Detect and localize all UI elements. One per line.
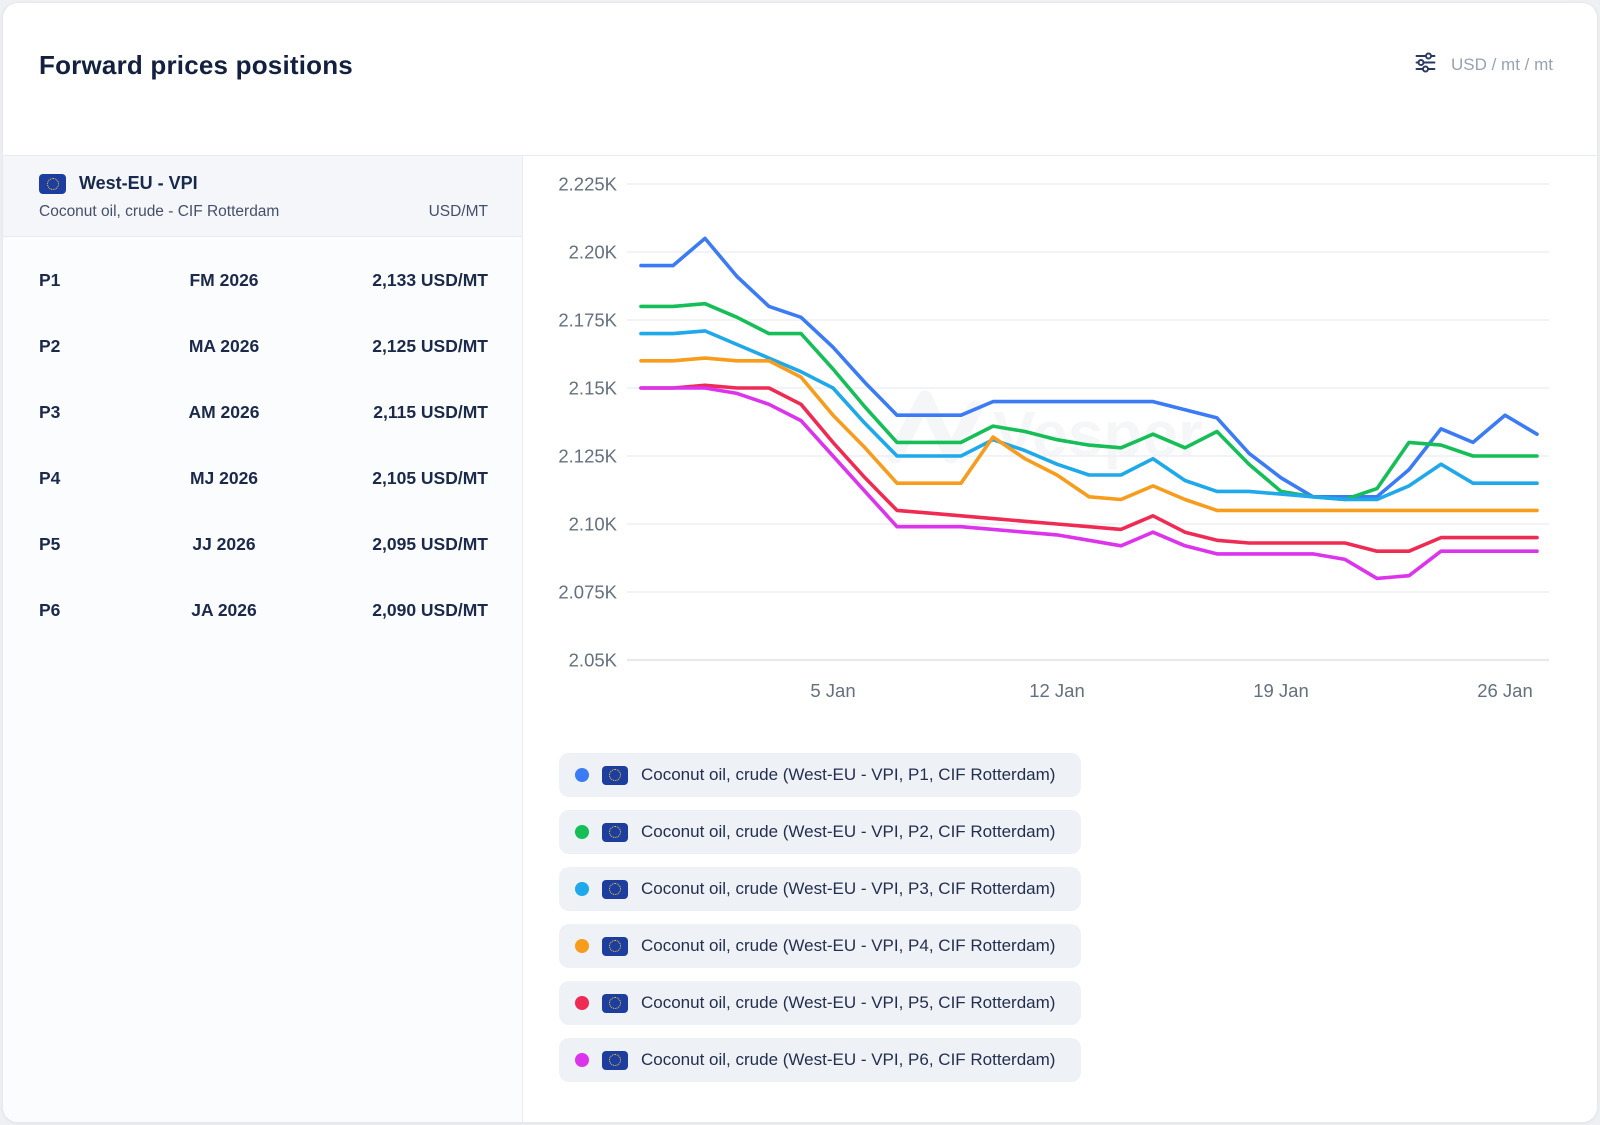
position-row-p5[interactable]: P5JJ 20262,095 USD/MT [3,511,522,577]
card-body: West-EU - VPI Coconut oil, crude - CIF R… [3,156,1597,1122]
position-label: P6 [39,600,119,621]
legend-item-label: Coconut oil, crude (West-EU - VPI, P2, C… [641,822,1055,842]
instrument-region: West-EU - VPI [79,173,198,194]
forward-prices-card: Forward prices positions [2,2,1598,1123]
legend-item-p2[interactable]: Coconut oil, crude (West-EU - VPI, P2, C… [559,810,1081,854]
legend-color-dot [575,939,589,953]
position-price: 2,090 USD/MT [329,600,488,621]
instrument-product: Coconut oil, crude - CIF Rotterdam [39,203,279,221]
eu-flag-icon [39,174,66,194]
position-period: JA 2026 [119,600,329,621]
position-price: 2,115 USD/MT [329,402,488,423]
y-axis-tick-label: 2.10K [569,514,618,535]
position-label: P3 [39,402,119,423]
position-period: AM 2026 [119,402,329,423]
instrument-header: West-EU - VPI Coconut oil, crude - CIF R… [3,156,522,237]
position-period: MJ 2026 [119,468,329,489]
position-price: 2,105 USD/MT [329,468,488,489]
y-axis-tick-label: 2.075K [558,582,617,603]
position-price: 2,095 USD/MT [329,534,488,555]
eu-flag-icon [602,1051,628,1070]
y-axis-tick-label: 2.20K [569,242,618,263]
legend-color-dot [575,882,589,896]
x-axis-tick-label: 19 Jan [1253,680,1309,701]
legend-item-p5[interactable]: Coconut oil, crude (West-EU - VPI, P5, C… [559,981,1081,1025]
page: Forward prices positions [0,0,1600,1125]
unit-selector[interactable]: USD / mt / mt [1414,51,1553,79]
position-label: P2 [39,336,119,357]
position-price: 2,133 USD/MT [329,270,488,291]
legend-item-label: Coconut oil, crude (West-EU - VPI, P6, C… [641,1050,1055,1070]
legend-item-p6[interactable]: Coconut oil, crude (West-EU - VPI, P6, C… [559,1038,1081,1082]
card-header: Forward prices positions [3,3,1597,156]
positions-table: P1FM 20262,133 USD/MTP2MA 20262,125 USD/… [3,237,522,643]
chart-panel: 2.225K 2.20K 2.175K 2.15K 2.125K 2.10K 2.075K 2… [523,156,1597,1122]
legend-color-dot [575,768,589,782]
position-period: MA 2026 [119,336,329,357]
y-axis-tick-label: 2.175K [558,310,617,331]
instrument-unit: USD/MT [429,203,488,221]
forward-prices-chart[interactable]: 2.225K 2.20K 2.175K 2.15K 2.125K 2.10K 2.075K 2… [523,156,1571,714]
legend-color-dot [575,996,589,1010]
x-axis-tick-label: 26 Jan [1477,680,1533,701]
x-axis-tick-label: 12 Jan [1029,680,1085,701]
eu-flag-icon [602,937,628,956]
y-axis-tick-label: 2.125K [558,446,617,467]
legend-color-dot [575,1053,589,1067]
y-axis-tick-label: 2.225K [558,174,617,195]
position-row-p6[interactable]: P6JA 20262,090 USD/MT [3,577,522,643]
legend-item-p1[interactable]: Coconut oil, crude (West-EU - VPI, P1, C… [559,753,1081,797]
legend-item-label: Coconut oil, crude (West-EU - VPI, P3, C… [641,879,1055,899]
position-label: P1 [39,270,119,291]
position-row-p1[interactable]: P1FM 20262,133 USD/MT [3,247,522,313]
sliders-icon[interactable] [1414,51,1437,79]
chart-legend: Coconut oil, crude (West-EU - VPI, P1, C… [559,753,1597,1082]
page-title: Forward prices positions [39,50,353,81]
position-label: P4 [39,468,119,489]
eu-flag-icon [602,994,628,1013]
x-axis-tick-label: 5 Jan [810,680,855,701]
legend-item-label: Coconut oil, crude (West-EU - VPI, P1, C… [641,765,1055,785]
eu-flag-icon [602,766,628,785]
position-period: JJ 2026 [119,534,329,555]
legend-color-dot [575,825,589,839]
position-row-p4[interactable]: P4MJ 20262,105 USD/MT [3,445,522,511]
positions-panel: West-EU - VPI Coconut oil, crude - CIF R… [3,156,523,1122]
unit-selector-label[interactable]: USD / mt / mt [1451,55,1553,75]
position-price: 2,125 USD/MT [329,336,488,357]
position-label: P5 [39,534,119,555]
y-axis-tick-label: 2.15K [569,378,618,399]
y-axis-tick-label: 2.05K [569,650,618,671]
position-row-p2[interactable]: P2MA 20262,125 USD/MT [3,313,522,379]
legend-item-p3[interactable]: Coconut oil, crude (West-EU - VPI, P3, C… [559,867,1081,911]
legend-item-p4[interactable]: Coconut oil, crude (West-EU - VPI, P4, C… [559,924,1081,968]
legend-item-label: Coconut oil, crude (West-EU - VPI, P4, C… [641,936,1055,956]
position-period: FM 2026 [119,270,329,291]
position-row-p3[interactable]: P3AM 20262,115 USD/MT [3,379,522,445]
eu-flag-icon [602,880,628,899]
legend-item-label: Coconut oil, crude (West-EU - VPI, P5, C… [641,993,1055,1013]
eu-flag-icon [602,823,628,842]
